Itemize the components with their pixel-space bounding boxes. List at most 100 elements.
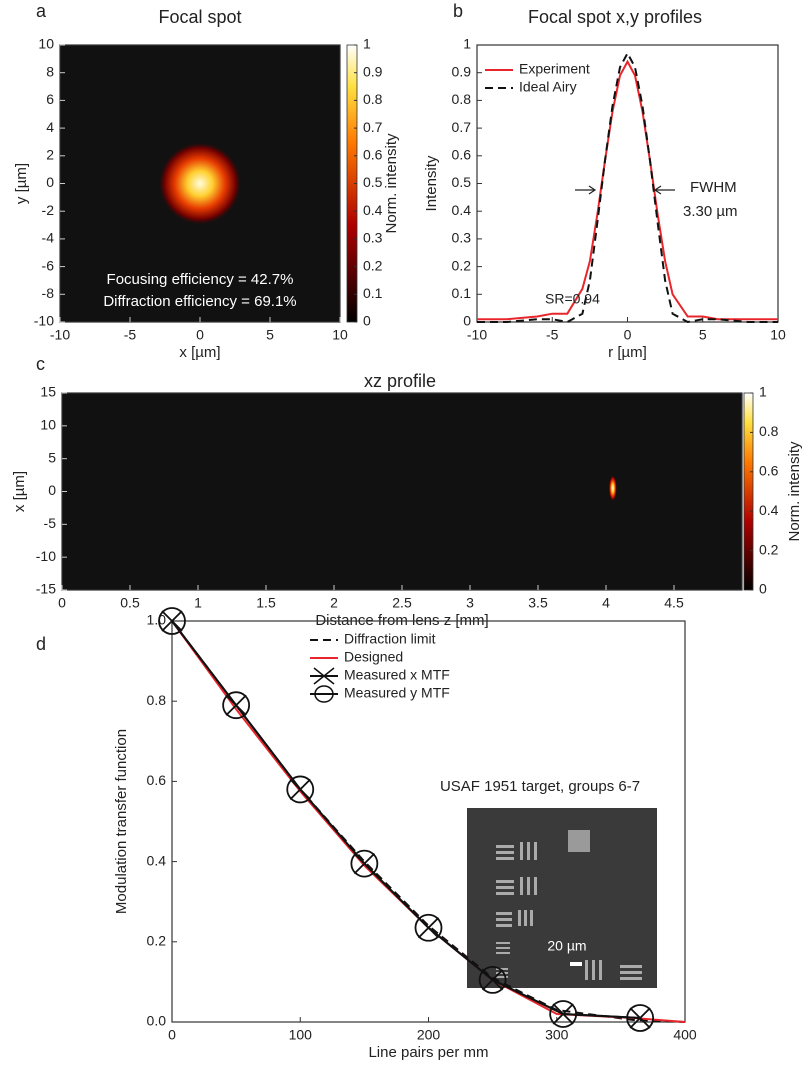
x-tick-label: 0	[58, 595, 66, 611]
x-tick-label: -5	[124, 327, 137, 343]
colorbar-tick-label: 0.6	[363, 147, 383, 163]
marker-circle	[414, 913, 443, 942]
marker-circle	[549, 1000, 578, 1028]
annotation: 3.30 µm	[683, 203, 738, 220]
series-line	[477, 51, 778, 324]
colorbar-label: Norm. intensity	[786, 441, 803, 542]
colorbar-tick-label: 1	[363, 36, 371, 52]
y-tick-label: -2	[42, 202, 55, 218]
marker-circle	[158, 607, 186, 635]
colorbar-tick-label: 0.4	[363, 202, 383, 218]
colorbar-tick-label: 0.6	[759, 463, 779, 479]
colorbar-label: Norm. intensity	[383, 133, 400, 234]
y-tick-label: 0	[46, 174, 54, 190]
series-line	[477, 59, 778, 321]
panel-letter: a	[36, 1, 47, 21]
x-tick-label: 4.5	[664, 595, 684, 611]
y-axis-label: x [µm]	[11, 471, 28, 512]
annotation: FWHM	[690, 179, 737, 196]
y-tick-label: 1.0	[147, 612, 167, 628]
x-tick-label: 2	[330, 595, 338, 611]
y-tick-label: -10	[36, 548, 56, 564]
colorbar-tick-label: 0	[363, 313, 371, 329]
x-tick-label: 0	[196, 327, 204, 343]
y-tick-label: 0.5	[452, 174, 472, 190]
x-tick-label: 0	[168, 1027, 176, 1043]
y-tick-label: 0.6	[452, 147, 472, 163]
y-tick-label: 0.8	[452, 91, 472, 107]
focal-spot	[158, 141, 242, 226]
y-tick-label: 0.2	[452, 257, 472, 273]
colorbar-tick-label: 0.4	[759, 502, 779, 518]
y-tick-label: -15	[36, 581, 56, 597]
heatmap-background	[62, 393, 742, 590]
colorbar-tick-label: 0.1	[363, 285, 383, 301]
y-tick-label: -4	[42, 230, 55, 246]
y-tick-label: 5	[48, 449, 56, 465]
y-tick-label: 0.7	[452, 119, 472, 135]
marker-circle	[350, 849, 379, 878]
y-tick-label: 2	[46, 147, 54, 163]
x-tick-label: 5	[266, 327, 274, 343]
colorbar	[743, 392, 754, 591]
annotation: USAF 1951 target, groups 6-7	[440, 778, 640, 795]
colorbar-tick-label: 0.2	[363, 257, 383, 273]
x-axis-label: r [µm]	[608, 344, 647, 361]
x-tick-label: 5	[699, 327, 707, 343]
y-tick-label: -10	[34, 313, 54, 329]
x-tick-label: 0.5	[120, 595, 140, 611]
y-tick-label: 4	[46, 119, 54, 135]
y-tick-label: 0.1	[452, 285, 472, 301]
x-tick-label: 4	[602, 595, 610, 611]
panel-letter: c	[36, 354, 45, 374]
x-tick-label: 2.5	[392, 595, 412, 611]
panel-letter: d	[36, 634, 46, 654]
y-tick-label: 6	[46, 91, 54, 107]
y-tick-label: 0.8	[147, 692, 167, 708]
x-tick-label: 10	[770, 327, 786, 343]
marker-cross	[629, 1007, 651, 1029]
x-tick-label: -10	[50, 327, 70, 343]
y-tick-label: 0.0	[147, 1013, 167, 1029]
y-tick-label: 0.6	[147, 772, 167, 788]
y-tick-label: 0.2	[147, 933, 167, 949]
y-axis-label: y [µm]	[13, 163, 30, 204]
x-tick-label: -5	[546, 327, 559, 343]
x-tick-label: 10	[332, 327, 348, 343]
annotation: Diffraction efficiency = 69.1%	[103, 293, 296, 310]
x-tick-label: 0	[624, 327, 632, 343]
marker-circle	[626, 1004, 655, 1032]
annotation: SR=0.94	[545, 291, 600, 307]
x-tick-label: 400	[673, 1027, 697, 1043]
y-tick-label: -6	[42, 257, 55, 273]
annotation: Focusing efficiency = 42.7%	[107, 271, 294, 288]
y-tick-label: 10	[40, 417, 56, 433]
y-tick-label: 0.9	[452, 63, 472, 79]
y-tick-label: 8	[46, 63, 54, 79]
y-tick-label: 1	[463, 36, 471, 52]
colorbar-tick-label: 0.2	[759, 541, 779, 557]
focal-spot	[608, 475, 617, 502]
x-tick-label: -10	[467, 327, 487, 343]
legend-label: Designed	[344, 649, 403, 665]
y-tick-label: 0.4	[147, 852, 167, 868]
x-axis-label: Line pairs per mm	[368, 1044, 488, 1061]
colorbar-tick-label: 0.5	[363, 174, 383, 190]
x-tick-label: 1.5	[256, 595, 276, 611]
legend-label: Diffraction limit	[344, 631, 436, 647]
y-axis-label: Intensity	[423, 155, 440, 211]
panel-letter: b	[453, 1, 463, 21]
colorbar-tick-label: 0.8	[363, 91, 383, 107]
y-tick-label: -8	[42, 285, 55, 301]
x-axis-label: x [µm]	[179, 344, 220, 361]
x-tick-label: 3	[466, 595, 474, 611]
x-tick-label: 3.5	[528, 595, 548, 611]
y-axis-label: Modulation transfer function	[113, 729, 130, 914]
colorbar-tick-label: 1	[759, 384, 767, 400]
legend-label: Experiment	[519, 61, 590, 77]
legend-label: Ideal Airy	[519, 79, 577, 95]
fwhm-arrow-right	[653, 185, 675, 195]
legend-label: Measured y MTF	[344, 685, 450, 701]
y-tick-label: 15	[40, 384, 56, 400]
